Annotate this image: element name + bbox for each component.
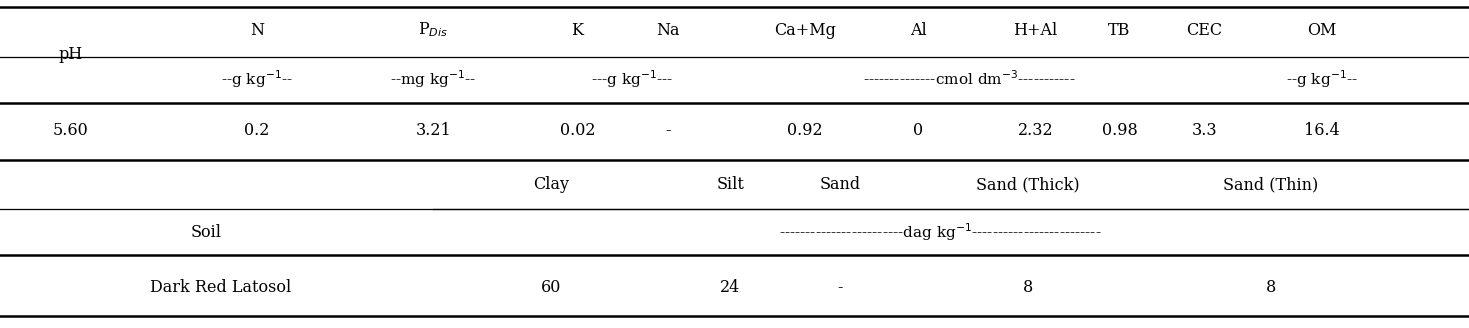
Text: ---g kg$^{-1}$---: ---g kg$^{-1}$--- (591, 68, 673, 90)
Text: Sand: Sand (820, 176, 861, 193)
Text: Soil: Soil (190, 224, 222, 241)
Text: 3.3: 3.3 (1191, 122, 1218, 139)
Text: Silt: Silt (717, 176, 743, 193)
Text: H+Al: H+Al (1014, 22, 1058, 39)
Text: -: - (837, 279, 843, 296)
Text: 8: 8 (1266, 279, 1275, 296)
Text: N: N (250, 22, 264, 39)
Text: 16.4: 16.4 (1304, 122, 1340, 139)
Text: Al: Al (909, 22, 927, 39)
Text: Dark Red Latosol: Dark Red Latosol (150, 279, 291, 296)
Text: 0.98: 0.98 (1102, 122, 1137, 139)
Text: OM: OM (1307, 22, 1337, 39)
Text: 3.21: 3.21 (416, 122, 451, 139)
Text: -: - (665, 122, 671, 139)
Text: Sand (Thin): Sand (Thin) (1224, 176, 1318, 193)
Text: 2.32: 2.32 (1018, 122, 1053, 139)
Text: --g kg$^{-1}$--: --g kg$^{-1}$-- (1287, 68, 1357, 90)
Text: --mg kg$^{-1}$--: --mg kg$^{-1}$-- (391, 68, 476, 90)
Text: 60: 60 (541, 279, 561, 296)
Text: ------------------------dag kg$^{-1}$-------------------------: ------------------------dag kg$^{-1}$---… (779, 221, 1102, 243)
Text: pH: pH (59, 47, 82, 63)
Text: TB: TB (1108, 22, 1131, 39)
Text: K: K (571, 22, 583, 39)
Text: Clay: Clay (533, 176, 569, 193)
Text: 0.92: 0.92 (787, 122, 823, 139)
Text: --------------cmol dm$^{-3}$-----------: --------------cmol dm$^{-3}$----------- (864, 70, 1075, 88)
Text: Ca+Mg: Ca+Mg (774, 22, 836, 39)
Text: 0.02: 0.02 (560, 122, 595, 139)
Text: --g kg$^{-1}$--: --g kg$^{-1}$-- (222, 68, 292, 90)
Text: 0.2: 0.2 (244, 122, 270, 139)
Text: Sand (Thick): Sand (Thick) (977, 176, 1080, 193)
Text: 8: 8 (1024, 279, 1033, 296)
Text: 24: 24 (720, 279, 740, 296)
Text: P$_{Dis}$: P$_{Dis}$ (419, 21, 448, 39)
Text: 5.60: 5.60 (53, 122, 88, 139)
Text: 0: 0 (914, 122, 923, 139)
Text: CEC: CEC (1187, 22, 1222, 39)
Text: Na: Na (657, 22, 680, 39)
